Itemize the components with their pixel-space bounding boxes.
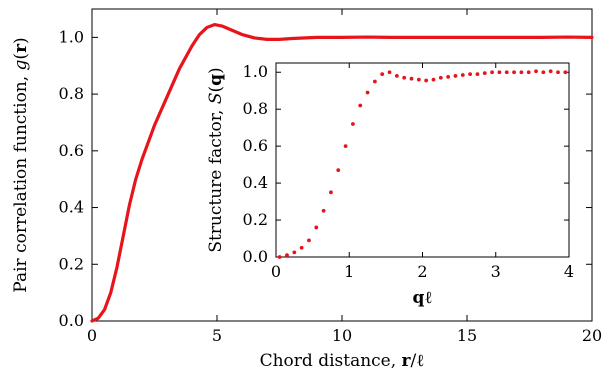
inset-data-point [329,190,333,195]
inset-data-point [409,76,414,81]
main-y-tick-label: 0.2 [59,254,84,273]
inset-data-point [402,75,407,80]
main-ticks: 0 5 10 15 200.00.20.40.60.81.0 [59,9,602,345]
inset-data-point [394,74,399,78]
main-y-axis-label-text: Pair correlation function, [11,70,31,292]
inset-data-point [541,70,546,75]
main-y-axis-label-symbol: g [11,59,31,70]
inset-y-axis-label-open: ( [206,86,226,93]
inset-x-tick-label: 2 [417,262,427,281]
inset-data-point [534,69,538,74]
inset-y-axis-label: Structure factor, S(q) [206,67,226,252]
inset-y-axis-label-vector: q [206,74,226,86]
inset-data-point [482,71,487,76]
inset-x-tick-label: 3 [491,262,501,281]
inset-data-point [299,245,304,250]
main-series-line [90,23,594,323]
inset-ticks: 0 1 2 3 4 0.0 0.2 0.4 0.6 0.8 1.0 [243,62,575,281]
inset-data-point [526,70,531,75]
inset-data-point [292,250,297,255]
inset-data-point [475,72,480,76]
main-x-tick-label: 15 [457,326,477,345]
main-x-axis-label-suffix: /ℓ [411,351,425,371]
inset-data-point [468,72,473,76]
main-x-tick-label: 20 [582,326,602,345]
inset-data-point [497,70,502,75]
inset-data-point [431,77,436,82]
inset-data-point [387,70,392,75]
inset-series-points [277,69,568,259]
inset-data-point [460,73,465,77]
inset-data-point [416,77,421,82]
main-plot: 0 5 10 15 200.00.20.40.60.81.0 Chord distanc… [11,8,602,371]
main-y-tick-label: 0.4 [59,198,84,217]
inset-y-tick-label: 0.6 [243,136,268,155]
main-y-tick-label: 1.0 [59,27,84,46]
main-y-tick-label: 0.0 [59,311,84,330]
inset-y-tick-label: 0.4 [243,173,268,192]
inset-data-point [358,103,363,108]
inset-data-point [380,72,385,76]
inset-x-axis-label-suffix: ℓ [424,288,432,308]
inset-data-point [285,253,289,258]
main-y-axis-label-vector: r [11,43,31,53]
main-y-axis-label-close: ) [11,37,31,44]
inset-data-point [563,70,568,75]
inset-data-point [548,69,553,74]
inset-data-point [372,79,377,84]
inset-data-point [512,70,516,75]
inset-background [205,50,585,312]
inset-data-point [438,75,443,80]
main-y-axis-label: Pair correlation function, g(r) [11,37,31,292]
inset-plot: 0 1 2 3 40.00.20.40.60.81.0 qℓ Structure fac… [205,50,585,312]
main-x-axis-label: Chord distance, r/ℓ [260,351,425,371]
main-x-tick-label: 10 [332,326,352,345]
inset-data-point [351,122,355,126]
inset-data-point [556,70,560,75]
main-x-tick-label: 5 [212,326,222,345]
inset-data-point [277,255,282,259]
inset-x-tick-label: 0 [271,262,281,281]
inset-data-point [453,74,458,78]
main-y-tick-label: 0.8 [59,84,84,103]
inset-data-point [343,144,348,149]
main-x-axis-label-text: Chord distance, [260,351,402,371]
inset-x-axis-label-symbol: q [412,288,424,308]
inset-data-point [307,238,311,243]
inset-data-point [424,78,429,83]
inset-x-tick-label: 1 [344,262,354,281]
inset-y-axis-label-symbol: S [206,92,226,104]
main-x-tick-label: 0 [87,326,97,345]
main-y-tick-label: 0.6 [59,141,84,160]
inset-data-point [446,74,451,79]
inset-data-point [490,70,494,75]
inset-data-point [504,70,509,75]
inset-y-tick-label: 0.2 [243,210,268,229]
inset-data-point [321,208,326,213]
inset-y-tick-label: 1.0 [243,62,268,81]
inset-y-tick-label: 0.0 [243,247,268,266]
inset-data-point [519,70,524,75]
main-x-axis-label-symbol: r [402,351,412,371]
inset-y-axis-label-text: Structure factor, [206,104,226,253]
inset-data-point [365,90,370,95]
inset-data-point [314,225,319,230]
inset-y-axis-label-close: ) [206,67,226,74]
inset-x-tick-label: 4 [564,262,574,281]
inset-x-axis-label: qℓ [412,288,432,308]
inset-y-tick-label: 0.8 [243,99,268,118]
inset-data-point [336,168,341,173]
main-y-axis-label-open: ( [11,53,31,60]
